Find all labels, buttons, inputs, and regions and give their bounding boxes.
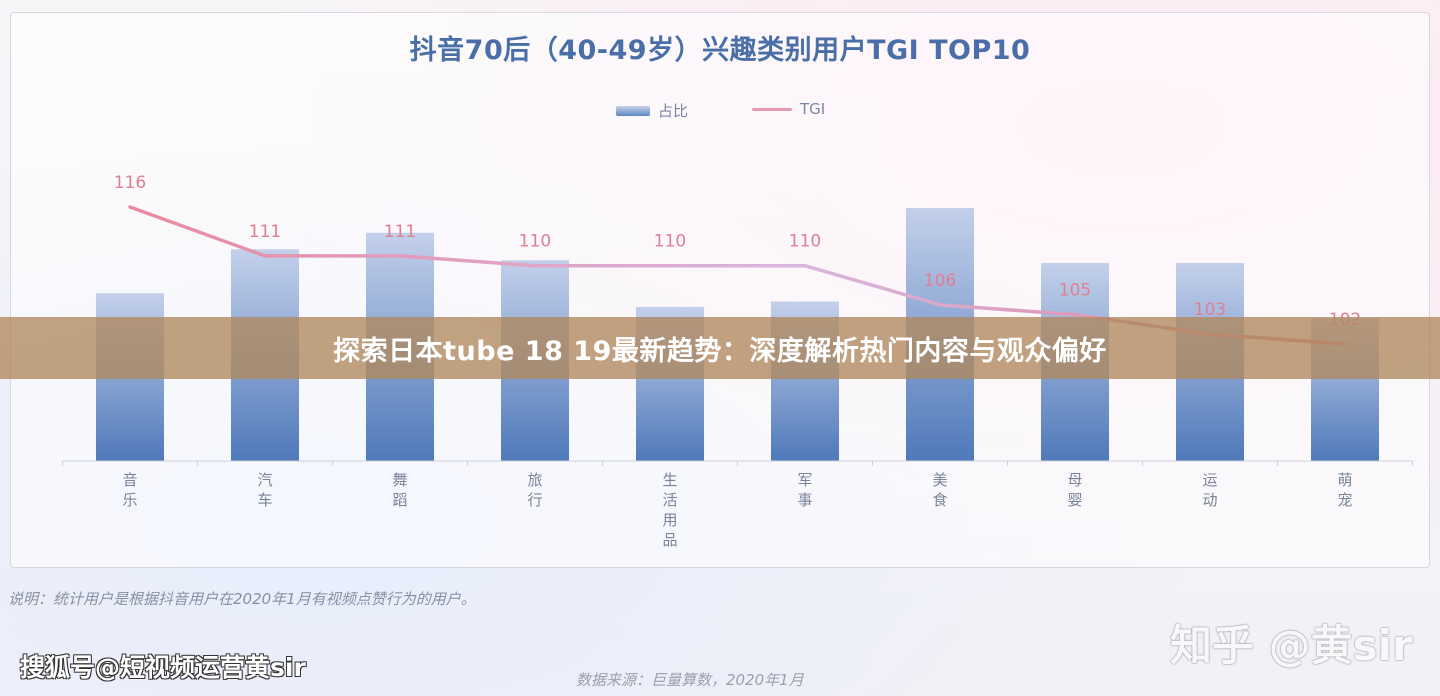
tgi-data-label-7: 105 [1059,281,1091,301]
title-banner: 探索日本tube 18 19最新趋势：深度解析热门内容与观众偏好 [0,317,1440,379]
chart-note: 说明：统计用户是根据抖音用户在2020年1月有视频点赞行为的用户。 [8,590,476,608]
chart-title: 抖音70后（40-49岁）兴趣类别用户TGI TOP10 [409,35,1031,66]
x-tick-label-7: 母婴 [1067,471,1082,509]
x-tick-label-1: 汽车 [257,471,272,509]
x-tick-label-9: 萌宠 [1337,471,1352,509]
legend-item-bar: 占比 [616,100,688,121]
chart-legend: 占比 TGI [0,100,1440,124]
tgi-data-label-3: 110 [519,232,551,252]
legend-item-line: TGI [752,100,825,118]
legend-label-line: TGI [800,100,826,118]
x-tick-label-2: 舞蹈 [392,471,407,509]
tgi-data-label-2: 111 [384,222,416,242]
x-tick-label-3: 旅行 [527,471,542,509]
legend-bar-swatch [616,105,650,116]
x-tick-label-0: 音乐 [122,471,137,509]
legend-line-swatch [752,107,792,111]
tgi-data-label-1: 111 [249,222,281,242]
x-tick-label-4: 生活用品 [662,471,677,549]
banner-title: 探索日本tube 18 19最新趋势：深度解析热门内容与观众偏好 [333,335,1107,367]
x-tick-label-8: 运动 [1202,471,1217,509]
tgi-data-label-0: 116 [114,173,146,193]
tgi-data-label-6: 106 [924,271,956,291]
tgi-data-label-8: 103 [1194,300,1226,320]
watermark-right: 知乎 @黄sir [1170,621,1413,670]
x-tick-label-5: 军事 [797,471,812,509]
chart-source: 数据来源：巨量算数，2020年1月 [576,671,804,689]
legend-label-bar: 占比 [658,102,689,120]
tgi-data-label-5: 110 [789,232,821,252]
watermark-left: 搜狐号@短视频运营黄sir [20,653,306,682]
tgi-data-label-4: 110 [654,232,686,252]
x-tick-label-6: 美食 [932,471,947,509]
